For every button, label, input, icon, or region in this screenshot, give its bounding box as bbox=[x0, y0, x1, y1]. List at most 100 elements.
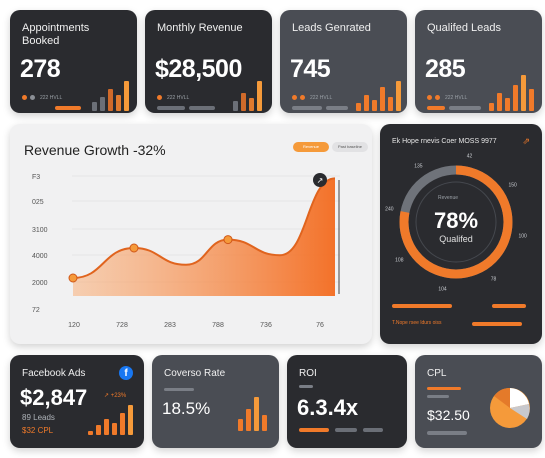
donut-progress bbox=[399, 165, 513, 279]
mini-bar bbox=[380, 87, 385, 111]
kpi-progress-pill bbox=[189, 106, 215, 110]
fb-leads: 89 Leads bbox=[22, 413, 55, 422]
mini-bar bbox=[92, 102, 97, 111]
fb-title: Facebook Ads bbox=[22, 368, 86, 379]
kpi-title-line1: Qualifed Leads bbox=[427, 22, 501, 34]
kpi-progress-pill bbox=[326, 106, 348, 110]
pie-slice bbox=[510, 404, 530, 419]
cpl-pill bbox=[427, 431, 467, 435]
donut-footer-pill bbox=[472, 322, 522, 326]
mini-bar bbox=[112, 423, 117, 435]
cr-value: 18.5% bbox=[162, 399, 211, 418]
y-tick-label: 2000 bbox=[32, 280, 48, 287]
kpi-sub-label: 222 HVLL bbox=[310, 95, 333, 101]
roi-card[interactable]: ROI 6.3.4x bbox=[287, 355, 407, 448]
donut-tick-label: 108 bbox=[395, 258, 404, 264]
mini-bar bbox=[388, 97, 393, 111]
donut-sublabel: Qualifed bbox=[439, 234, 473, 244]
y-tick-label: 3100 bbox=[32, 227, 48, 234]
kpi-sub-label: 222 HVLL bbox=[167, 95, 190, 101]
cpl-card[interactable]: CPL $32.50 bbox=[415, 355, 542, 448]
kpi-card-leads-generated[interactable]: Leads Genrated 745 222 HVLL bbox=[280, 10, 407, 113]
fb-mini-bars bbox=[88, 403, 133, 435]
mini-bar bbox=[88, 431, 93, 435]
fb-badge: ↗ +23% bbox=[104, 393, 127, 399]
export-icon[interactable]: ⇗ bbox=[522, 136, 530, 146]
status-dot-icon bbox=[157, 95, 162, 100]
kpi-card-qualified-leads[interactable]: Qualifed Leads 285 222 HVLL bbox=[415, 10, 542, 113]
kpi-title-line1: Appointments bbox=[22, 22, 90, 34]
y-tick-label: F3 bbox=[32, 174, 40, 181]
x-tick-label: 120 bbox=[68, 322, 80, 329]
donut-footer-left: T.Nope rsee ldurs oiss bbox=[392, 320, 442, 326]
cursor-arrow-icon: ↗ bbox=[317, 176, 324, 185]
mini-bar bbox=[396, 81, 401, 111]
cpl-title: CPL bbox=[427, 368, 447, 379]
mini-bar bbox=[104, 419, 109, 435]
chip-revenue[interactable]: Revenue bbox=[293, 142, 329, 152]
conversion-rate-card[interactable]: Coverso Rate 18.5% bbox=[152, 355, 279, 448]
kpi-title-line2: Booked bbox=[22, 35, 60, 47]
chip-baseline[interactable]: Past baseline bbox=[332, 142, 368, 152]
x-tick-label: 76 bbox=[316, 322, 324, 329]
mini-bar bbox=[96, 425, 101, 435]
revenue-growth-card[interactable]: Revenue Growth -32% Revenue Past baselin… bbox=[10, 124, 372, 344]
mini-bar bbox=[489, 103, 494, 111]
donut-tick-label: 78 bbox=[491, 277, 497, 283]
mini-bar bbox=[254, 397, 259, 431]
roi-value: 6.3.4x bbox=[297, 395, 359, 420]
x-tick-label: 283 bbox=[164, 322, 176, 329]
mini-bar bbox=[521, 75, 526, 111]
y-tick-label: 72 bbox=[32, 307, 40, 314]
donut-inner-ring bbox=[415, 181, 497, 263]
mini-bar bbox=[364, 95, 369, 111]
kpi-sub-label: 222 HVLL bbox=[40, 95, 63, 101]
donut-tick-label: 135 bbox=[414, 163, 423, 169]
kpi-progress-pill bbox=[55, 106, 81, 110]
mini-bar bbox=[372, 100, 377, 111]
mini-bar bbox=[505, 98, 510, 111]
kpi-mini-bars bbox=[233, 76, 262, 111]
kpi-card-appointments[interactable]: Appointments Booked 278 222 HVLL bbox=[10, 10, 137, 113]
mini-bar bbox=[497, 93, 502, 111]
kpi-title: Monthly Revenue bbox=[157, 22, 243, 35]
status-dot-icon bbox=[300, 95, 305, 100]
mini-bar bbox=[116, 95, 121, 111]
donut-legend-pill bbox=[492, 304, 526, 308]
kpi-title-line1: Leads Genrated bbox=[292, 22, 371, 34]
donut-tick-label: 104 bbox=[438, 287, 447, 293]
cpl-sublabel-pill bbox=[427, 387, 461, 390]
kpi-sub-label: 222 HVLL bbox=[445, 95, 468, 101]
fb-badge-text: +23% bbox=[110, 393, 127, 399]
kpi-title-line1: Monthly Revenue bbox=[157, 22, 243, 34]
kpi-progress-pill bbox=[427, 106, 445, 110]
status-dot-icon bbox=[427, 95, 432, 100]
status-dot-icon bbox=[435, 95, 440, 100]
mini-bar bbox=[513, 85, 518, 111]
donut-card-title: Ek Hope rnevis Coer MOSS 9977 bbox=[392, 138, 497, 145]
mini-bar bbox=[529, 89, 534, 111]
mini-bar bbox=[120, 413, 125, 435]
cpl-value: $32.50 bbox=[427, 407, 470, 423]
mini-bar bbox=[356, 103, 361, 111]
donut-tick-label: 240 bbox=[385, 206, 394, 212]
kpi-card-monthly-revenue[interactable]: Monthly Revenue $28,500 222 HVLL bbox=[145, 10, 272, 113]
kpi-value: 745 bbox=[290, 55, 331, 83]
roi-sublabel-pill bbox=[299, 385, 313, 388]
mini-bar bbox=[128, 405, 133, 435]
data-point bbox=[129, 243, 139, 253]
donut-caption: Revenue bbox=[438, 195, 459, 201]
kpi-value: $28,500 bbox=[155, 55, 242, 83]
mini-bar bbox=[241, 93, 246, 111]
status-dot-icon bbox=[292, 95, 297, 100]
mini-bar bbox=[257, 81, 262, 111]
kpi-value: 285 bbox=[425, 55, 466, 83]
x-tick-label: 788 bbox=[212, 322, 224, 329]
roi-pill bbox=[335, 428, 357, 432]
cr-sublabel-pill bbox=[164, 388, 194, 391]
facebook-ads-card[interactable]: Facebook Ads f $2,847 ↗ +23% 89 Leads $3… bbox=[10, 355, 144, 448]
conversion-donut-card[interactable]: Ek Hope rnevis Coer MOSS 9977 ⇗ 42 150 100… bbox=[380, 124, 542, 344]
cpl-sublabel-pill-2 bbox=[427, 395, 449, 398]
kpi-progress-pill bbox=[157, 106, 185, 110]
donut-tick-label: 42 bbox=[467, 153, 473, 159]
